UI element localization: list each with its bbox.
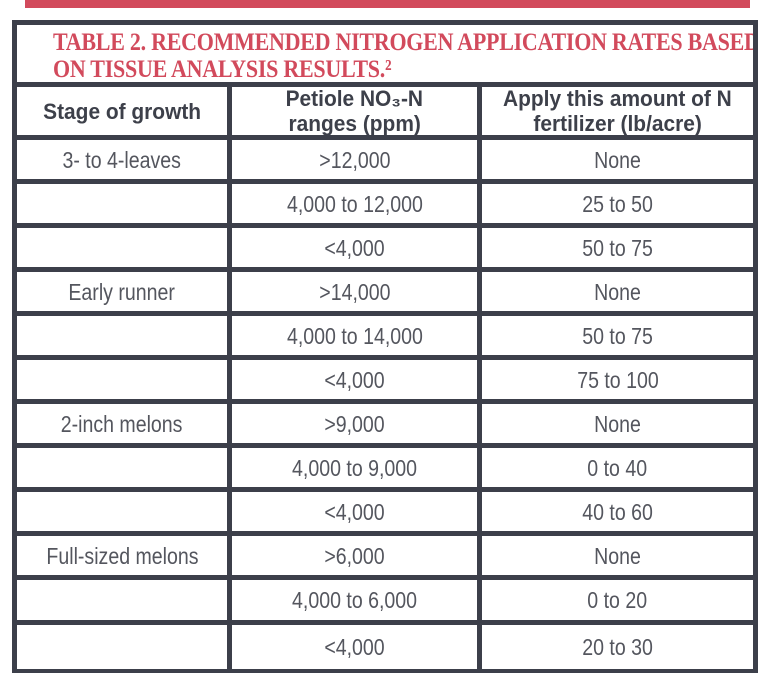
- apply-value: None: [594, 410, 641, 437]
- stage-value: Early runner: [68, 278, 176, 305]
- range-value: <4,000: [324, 498, 385, 525]
- apply-cell: 50 to 75: [482, 316, 753, 361]
- apply-value: 25 to 50: [582, 190, 653, 217]
- apply-value: 0 to 40: [587, 454, 648, 481]
- apply-cell: 75 to 100: [482, 360, 753, 405]
- apply-value: 50 to 75: [582, 234, 653, 261]
- range-value: 4,000 to 12,000: [286, 190, 423, 217]
- column-header-apply: Apply this amount of N fertilizer (lb/ac…: [482, 87, 753, 140]
- table-card: TABLE 2. RECOMMENDED NITROGEN APPLICATIO…: [12, 20, 758, 673]
- range-cell: <4,000: [232, 492, 482, 537]
- range-cell: 4,000 to 12,000: [232, 184, 482, 229]
- apply-cell: 50 to 75: [482, 228, 753, 273]
- range-value: <4,000: [324, 234, 385, 261]
- apply-cell: None: [482, 536, 753, 581]
- stage-cell: Full-sized melons: [17, 536, 232, 581]
- apply-value: 40 to 60: [582, 498, 653, 525]
- stage-cell: 2-inch melons: [17, 404, 232, 449]
- range-cell: 4,000 to 14,000: [232, 316, 482, 361]
- stage-cell: [17, 184, 232, 229]
- column-header-label: Stage of growth: [43, 98, 201, 124]
- apply-cell: 25 to 50: [482, 184, 753, 229]
- stage-cell: [17, 624, 232, 669]
- range-value: >9,000: [324, 410, 385, 437]
- apply-cell: 0 to 20: [482, 580, 753, 625]
- apply-cell: None: [482, 140, 753, 185]
- stage-value: 2-inch melons: [61, 410, 183, 437]
- apply-value: 75 to 100: [576, 366, 659, 393]
- stage-cell: Early runner: [17, 272, 232, 317]
- data-table: Stage of growth Petiole NO₃-N ranges (pp…: [17, 87, 753, 669]
- apply-value: None: [594, 278, 641, 305]
- stage-cell: [17, 492, 232, 537]
- stage-cell: [17, 316, 232, 361]
- range-cell: <4,000: [232, 624, 482, 669]
- apply-cell: 20 to 30: [482, 624, 753, 669]
- apply-cell: None: [482, 272, 753, 317]
- stage-value: 3- to 4-leaves: [62, 146, 182, 173]
- column-header-label: ranges (ppm): [288, 111, 421, 136]
- apply-value: 50 to 75: [582, 322, 653, 349]
- range-cell: >9,000: [232, 404, 482, 449]
- range-cell: 4,000 to 6,000: [232, 580, 482, 625]
- column-header-label: Petiole NO₃-N: [285, 87, 424, 111]
- range-cell: >14,000: [232, 272, 482, 317]
- apply-value: 0 to 20: [587, 586, 648, 613]
- top-accent-bar: [25, 0, 750, 8]
- apply-value: 20 to 30: [582, 633, 653, 660]
- range-value: 4,000 to 9,000: [291, 454, 418, 481]
- title-line-1: TABLE 2. RECOMMENDED NITROGEN APPLICATIO…: [53, 29, 753, 56]
- apply-value: None: [594, 146, 641, 173]
- column-header-label: Apply this amount of N: [503, 87, 732, 111]
- apply-value: None: [594, 542, 641, 569]
- column-header-range: Petiole NO₃-N ranges (ppm): [232, 87, 482, 140]
- column-header-stage: Stage of growth: [17, 87, 232, 140]
- range-value: 4,000 to 6,000: [291, 586, 418, 613]
- range-value: >12,000: [318, 146, 391, 173]
- range-value: <4,000: [324, 366, 385, 393]
- range-cell: <4,000: [232, 360, 482, 405]
- stage-cell: [17, 580, 232, 625]
- stage-value: Full-sized melons: [45, 542, 199, 569]
- stage-cell: [17, 448, 232, 493]
- range-cell: >12,000: [232, 140, 482, 185]
- range-value: >14,000: [318, 278, 391, 305]
- range-value: <4,000: [324, 633, 385, 660]
- column-header-label: fertilizer (lb/acre): [533, 111, 702, 136]
- title-line-2: ON TISSUE ANALYSIS RESULTS.²: [53, 56, 392, 83]
- stage-cell: 3- to 4-leaves: [17, 140, 232, 185]
- apply-cell: None: [482, 404, 753, 449]
- range-cell: <4,000: [232, 228, 482, 273]
- stage-cell: [17, 228, 232, 273]
- range-cell: >6,000: [232, 536, 482, 581]
- range-cell: 4,000 to 9,000: [232, 448, 482, 493]
- apply-cell: 40 to 60: [482, 492, 753, 537]
- apply-cell: 0 to 40: [482, 448, 753, 493]
- stage-cell: [17, 360, 232, 405]
- range-value: 4,000 to 14,000: [286, 322, 423, 349]
- range-value: >6,000: [324, 542, 385, 569]
- table-title: TABLE 2. RECOMMENDED NITROGEN APPLICATIO…: [17, 25, 753, 87]
